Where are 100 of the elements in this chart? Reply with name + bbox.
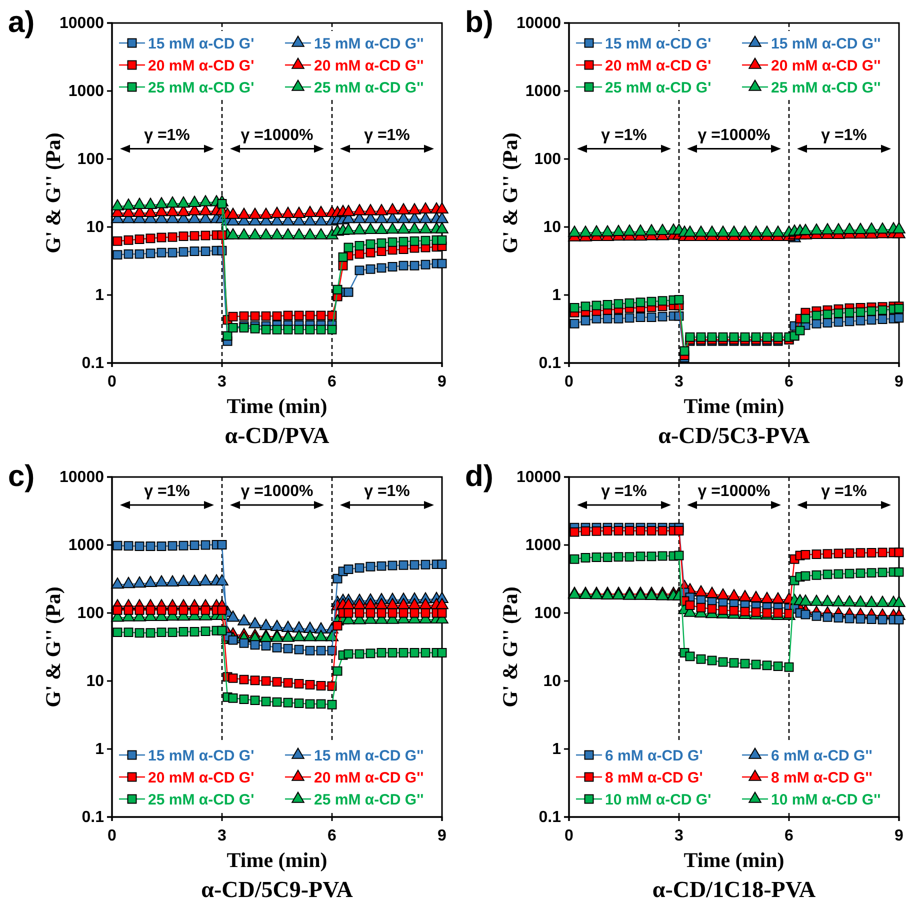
y-axis-title: G' & G'' (Pa) [41,586,65,708]
legend-label: 25 mM α-CD G' [148,80,254,96]
point [156,628,166,638]
legend-label: 10 mM α-CD G'' [771,792,881,808]
point [397,598,410,610]
point [316,699,326,709]
point [239,674,249,684]
annotation: γ =1% [601,126,647,144]
point [270,620,284,632]
point [200,605,210,615]
point [729,658,739,668]
text: α-CD/1C18-PVA [652,877,816,902]
point [344,608,354,618]
point [272,697,282,707]
x-axis-title: Time (min) [226,848,328,872]
annotation: γ =1000% [698,126,770,144]
y-axis-title: G' & G'' (Pa) [498,132,522,254]
y-tick-label: 10000 [60,469,104,486]
point [624,526,634,536]
y-tick-label: 1000 [525,537,562,554]
point [856,568,866,578]
point [636,526,646,536]
point [250,640,260,650]
point [822,549,832,559]
x-tick-label: 9 [894,373,904,390]
point [821,594,834,606]
point [228,693,238,703]
legend-label: 15 mM α-CD G'' [314,36,424,52]
point [822,570,832,580]
point [354,608,364,618]
point [866,614,876,624]
point [354,649,364,659]
point [283,678,293,688]
point [854,596,867,607]
point [580,526,590,536]
x-tick-label: 3 [674,373,684,390]
legend-label: 6 mM α-CD G' [605,748,703,764]
point [645,588,658,600]
point [388,608,398,618]
point [327,700,337,710]
point [843,595,856,607]
y-tick-label: 100 [534,605,562,622]
point [878,614,888,624]
point [111,577,124,589]
x-tick-label: 6 [328,827,337,844]
point [112,605,122,615]
x-tick-label: 0 [108,827,117,844]
point [250,696,260,706]
point [856,614,866,624]
point [696,602,706,612]
point [772,592,784,604]
annotation: γ =1% [144,483,190,500]
point [292,621,306,632]
point [364,598,377,610]
y-tick-label: 0.1 [82,809,104,826]
point [592,526,602,536]
point [800,610,810,620]
point [217,605,227,615]
point [124,605,134,615]
y-tick-label: 10 [543,673,562,690]
point [437,608,447,618]
point [282,620,294,632]
point [592,552,602,562]
point [344,649,354,659]
point [226,610,240,622]
point [283,698,293,708]
point [190,605,200,615]
point [353,598,366,610]
point [624,552,634,562]
point [144,576,157,588]
point [260,618,272,630]
point [602,526,612,536]
point [810,594,823,606]
point [250,676,260,686]
point [740,658,750,668]
x-tick-label: 3 [218,373,227,390]
point [784,662,794,672]
y-tick-label: 0.1 [538,355,562,372]
point [707,604,717,614]
legend-label: 25 mM α-CD G' [605,80,712,96]
legend-label: 25 mM α-CD G'' [314,80,424,96]
point [248,617,262,628]
point [178,627,188,636]
point [122,576,135,588]
point [614,552,624,562]
legend-label: 8 mM α-CD G' [605,770,703,786]
legend-label: 6 mM α-CD G'' [771,748,872,764]
point [261,676,271,686]
point [261,641,271,650]
y-tick-label: 10 [86,673,104,690]
point [283,644,293,654]
point [133,576,146,588]
point [124,628,134,638]
text: α-CD/5C3-PVA [658,423,810,448]
point [261,696,271,706]
point [294,698,304,708]
legend-label: 20 mM α-CD G'' [314,58,424,74]
y-tick-label: 10000 [516,15,562,32]
y-tick-label: 1 [95,741,104,758]
point [812,570,822,580]
